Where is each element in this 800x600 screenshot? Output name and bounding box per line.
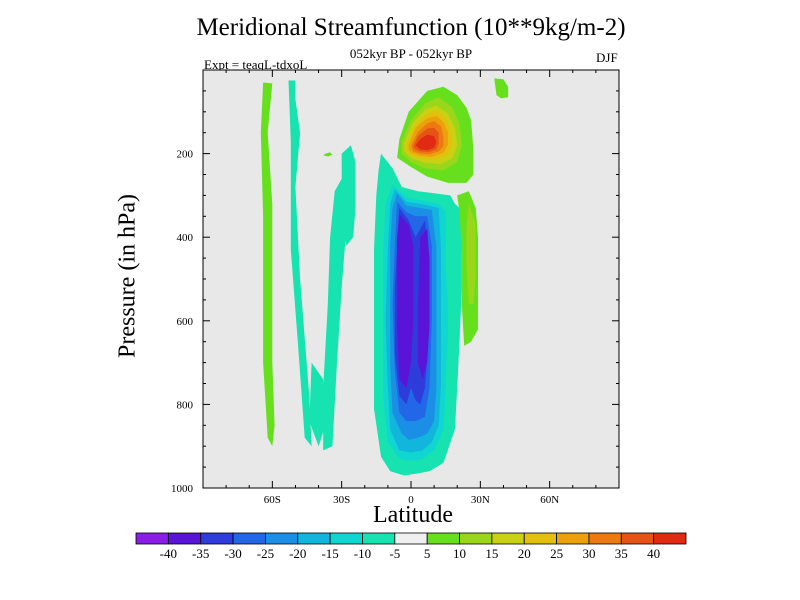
colorbar-tick-label: 5 (424, 546, 431, 561)
colorbar-swatch (459, 532, 493, 545)
y-tick-label: 1000 (171, 483, 194, 495)
colorbar-tick-label: 20 (518, 546, 531, 561)
contour-nh-upper-maximum (415, 134, 437, 151)
colorbar-tick-label: -25 (257, 546, 274, 561)
x-axis-label: Latitude (373, 502, 453, 528)
contour-sh-midlat-positive (260, 82, 275, 447)
y-tick-label: 200 (177, 149, 194, 161)
colorbar-swatch (265, 532, 299, 545)
colorbar-swatch (394, 532, 428, 545)
contour-sh-subtropical-blob (323, 178, 347, 451)
colorbar-swatch (588, 532, 622, 545)
colorbar-tick-label: -40 (160, 546, 177, 561)
colorbar-swatch (167, 532, 202, 545)
colorbar: -40 -35 -30 -25 -20 -15 -10 -5 5 10 15 20 25 30 35 40 (135, 532, 687, 561)
colorbar-tick-label: 25 (550, 546, 563, 561)
colorbar-swatch (653, 532, 687, 545)
colorbar-tick-label: -10 (354, 546, 371, 561)
colorbar-swatch (523, 532, 557, 545)
y-tick-label: 400 (177, 232, 194, 244)
contour-nh-subtropical-positive-10 (466, 203, 476, 305)
contour-regions (260, 78, 509, 476)
x-tick-label: 30N (471, 494, 490, 506)
x-tick-label: 60N (540, 494, 559, 506)
plot-axes: 200 400 600 800 1000 60S 30S 0 30N 60N (171, 69, 620, 506)
colorbar-tick-label: 15 (485, 546, 498, 561)
contour-sh-strip-weak-negative-lower (309, 362, 326, 447)
colorbar-tick-label: 35 (615, 546, 628, 561)
experiment-label: Expt = teaqL-tdxoL (204, 57, 308, 72)
y-tick-label: 600 (177, 316, 194, 328)
colorbar-swatch (232, 532, 266, 545)
colorbar-swatch (491, 532, 525, 545)
colorbar-tick-label: -30 (224, 546, 241, 561)
x-tick-label: 0 (408, 494, 414, 506)
colorbar-swatch (620, 532, 655, 545)
chart-subtitle: 052kyr BP - 052kyr BP (349, 46, 473, 61)
colorbar-swatch (135, 532, 169, 545)
colorbar-swatch (556, 532, 590, 545)
colorbar-swatch (200, 532, 234, 545)
x-tick-label: 60S (264, 494, 281, 506)
season-label: DJF (596, 50, 618, 65)
colorbar-tick-label: 10 (453, 546, 466, 561)
colorbar-swatch (297, 532, 331, 545)
colorbar-tick-label: -35 (192, 546, 209, 561)
colorbar-swatch (426, 532, 460, 545)
colorbar-tick-label: -15 (321, 546, 338, 561)
chart-title: Meridional Streamfunction (10**9kg/m-2) (196, 14, 626, 41)
colorbar-tick-label: -5 (389, 546, 400, 561)
contour-sh-strip-weak-negative (288, 80, 312, 447)
contour-sh-weak-negative-upper (341, 145, 356, 246)
contour-sh-small-cell (323, 152, 333, 157)
colorbar-tick-label: -20 (289, 546, 306, 561)
colorbar-swatch (362, 532, 396, 545)
colorbar-swatch (329, 532, 363, 545)
y-tick-label: 800 (177, 399, 194, 411)
colorbar-tick-label: 30 (582, 546, 595, 561)
contour-eq-minimum-west (397, 214, 414, 388)
contour-nh-upper-strip (494, 78, 509, 99)
contour-eq-minimum-east (417, 228, 430, 380)
colorbar-tick-label: 40 (647, 546, 660, 561)
x-tick-label: 30S (333, 494, 350, 506)
